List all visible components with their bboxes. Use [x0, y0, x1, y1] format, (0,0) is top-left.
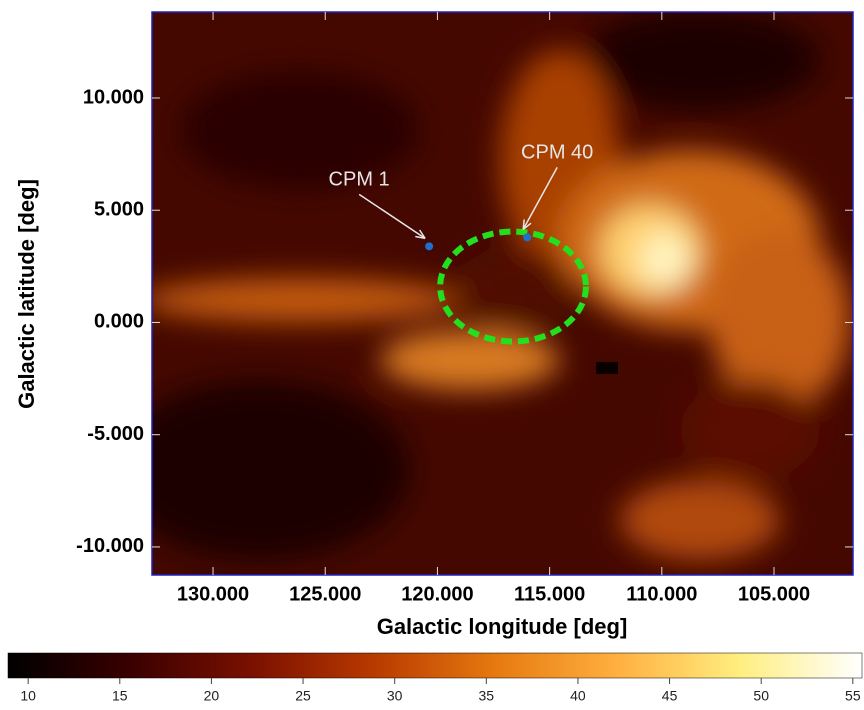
colorbar-tick-label: 35 — [479, 688, 495, 704]
colorbar-tick-label: 40 — [570, 688, 586, 704]
y-axis-title: Galactic latitude [deg] — [14, 179, 39, 409]
plot-frame — [151, 11, 854, 576]
y-tick-label: 10.000 — [83, 86, 144, 108]
x-tick-label: 125.000 — [289, 583, 361, 605]
x-tick-label: 105.000 — [738, 583, 810, 605]
colorbar-tick-label: 25 — [295, 688, 311, 704]
sky-map — [152, 12, 853, 575]
x-tick-label: 115.000 — [514, 583, 585, 605]
colorbar-tick-label: 20 — [204, 688, 220, 704]
x-tick-label: 130.000 — [177, 583, 249, 605]
x-tick-label: 110.000 — [626, 583, 697, 605]
point — [523, 233, 532, 242]
y-tick-label: -10.000 — [76, 535, 144, 557]
y-tick-label: -5.000 — [87, 423, 144, 445]
colorbar-tick-label: 15 — [112, 688, 128, 704]
x-axis-title: Galactic longitude [deg] — [377, 614, 628, 639]
colorbar-tick-label: 30 — [387, 688, 403, 704]
colorbar-tick-label: 55 — [845, 688, 861, 704]
x-tick-label: 120.000 — [401, 583, 473, 605]
overlay: CPM 1 CPM 40 — [329, 142, 593, 345]
colorbar-tick-label: 45 — [662, 688, 678, 704]
arrow-head — [522, 219, 532, 230]
arrow — [522, 167, 558, 230]
arrow — [358, 193, 426, 239]
colorbar — [7, 652, 863, 679]
colorbar-tick-label: 50 — [753, 688, 769, 704]
region — [437, 228, 589, 345]
point — [425, 242, 434, 251]
arrow-head — [415, 229, 426, 240]
point-label: CPM 1 — [329, 169, 390, 191]
y-tick-label: 0.000 — [94, 311, 144, 333]
point-label: CPM 40 — [521, 142, 593, 164]
colorbar-tick-label: 10 — [20, 688, 36, 704]
y-tick-label: 5.000 — [94, 198, 144, 220]
